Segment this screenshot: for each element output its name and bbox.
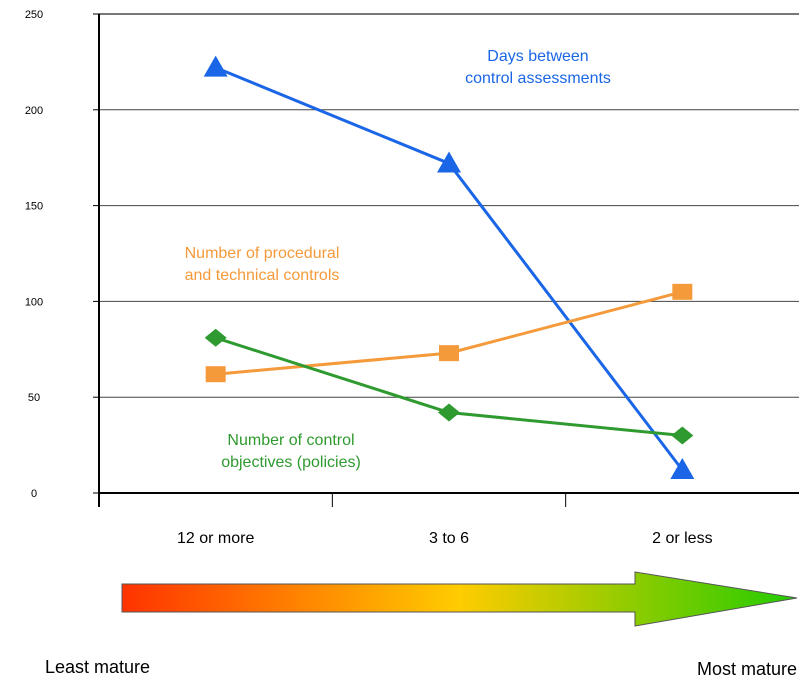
axes (98, 14, 799, 507)
x-category-label: 2 or less (652, 530, 712, 547)
data-point-diamond (671, 426, 694, 445)
x-axis-categories: 12 or more 3 to 6 2 or less (177, 530, 713, 547)
series-annotations: Days between control assessments Number of… (185, 48, 611, 471)
data-point-triangle (670, 458, 695, 480)
series-annotation: Number of procedural and technical contro… (185, 245, 340, 284)
series-annotation: Days between control assessments (465, 48, 611, 87)
data-point-square (205, 366, 226, 383)
data-point-triangle (437, 151, 461, 173)
y-tick-label: 250 (25, 9, 43, 21)
data-point-diamond (204, 328, 227, 347)
least-mature-label: Least mature (45, 657, 150, 677)
y-axis-ticks: 0 50 100 150 200 250 (25, 9, 99, 500)
data-point-diamond (438, 403, 460, 422)
data-point-triangle (203, 55, 228, 77)
most-mature-label: Most mature (697, 659, 797, 679)
x-category-label: 3 to 6 (429, 530, 469, 547)
y-tick-label: 100 (25, 296, 43, 308)
maturity-arrow (121, 571, 798, 627)
x-category-label: 12 or more (177, 530, 254, 547)
gridlines (99, 13, 799, 398)
series-markers (203, 55, 695, 480)
y-tick-label: 150 (25, 201, 43, 213)
data-point-square (439, 345, 459, 362)
y-tick-label: 50 (28, 392, 40, 404)
data-point-square (672, 283, 693, 300)
series-annotation: Number of control objectives (policies) (221, 432, 361, 471)
series-line (215, 290, 683, 376)
y-tick-label: 0 (31, 488, 37, 500)
y-tick-label: 200 (25, 105, 43, 117)
